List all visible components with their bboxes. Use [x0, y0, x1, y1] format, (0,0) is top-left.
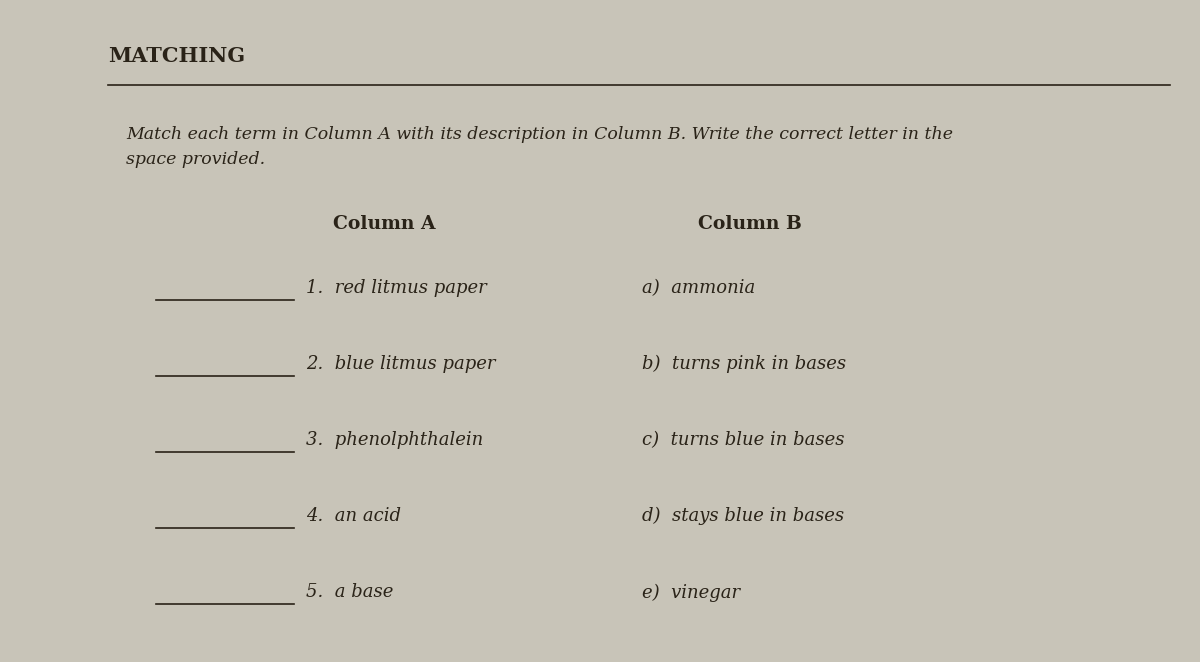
Text: d)  stays blue in bases: d) stays blue in bases — [642, 507, 844, 526]
Text: b)  turns pink in bases: b) turns pink in bases — [642, 355, 846, 373]
Text: Match each term in Column A with its description in Column B. Write the correct : Match each term in Column A with its des… — [126, 126, 953, 167]
Text: MATCHING: MATCHING — [108, 46, 245, 66]
Text: c)  turns blue in bases: c) turns blue in bases — [642, 431, 845, 449]
Text: 1.  red litmus paper: 1. red litmus paper — [306, 279, 487, 297]
Text: e)  vinegar: e) vinegar — [642, 583, 740, 602]
Text: 2.  blue litmus paper: 2. blue litmus paper — [306, 355, 496, 373]
Text: 5.  a base: 5. a base — [306, 583, 394, 602]
Text: Column A: Column A — [332, 215, 436, 233]
Text: Column B: Column B — [698, 215, 802, 233]
Text: a)  ammonia: a) ammonia — [642, 279, 755, 297]
Text: 3.  phenolphthalein: 3. phenolphthalein — [306, 431, 484, 449]
Text: 4.  an acid: 4. an acid — [306, 507, 401, 526]
